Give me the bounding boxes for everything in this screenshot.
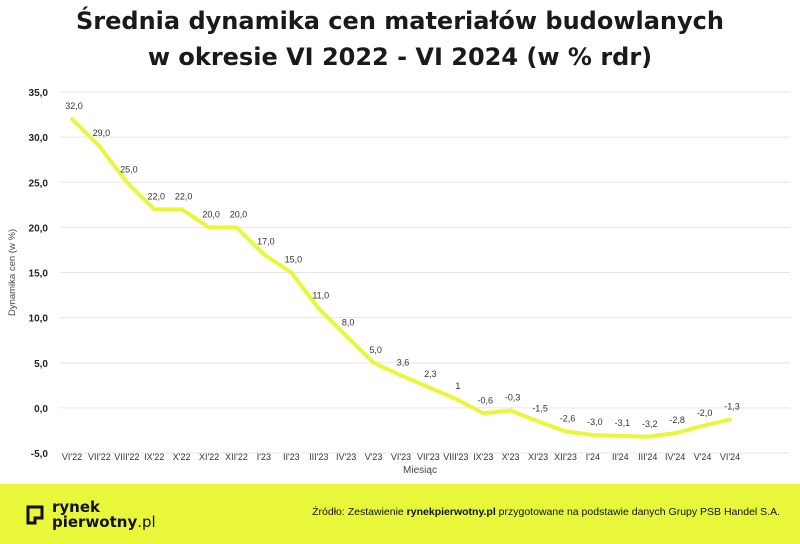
data-label: 2,3 (424, 369, 437, 379)
y-tick-label: 20,0 (29, 223, 49, 234)
source-suffix: przygotowane na podstawie danych Grupy P… (495, 506, 780, 518)
data-label: 25,0 (120, 164, 138, 174)
chart-title-line-1: Średnia dynamika cen materiałów budowlan… (76, 7, 724, 35)
y-tick-label: 0,0 (34, 404, 48, 415)
x-tick-label: XI'23 (528, 452, 548, 462)
x-tick-label: VII'23 (417, 452, 440, 462)
data-label: 1 (455, 381, 460, 391)
source-prefix: Źródło: Zestawienie (312, 506, 407, 518)
data-label: 20,0 (202, 209, 220, 219)
x-tick-label: XI'22 (199, 452, 219, 462)
x-tick-label: XII'23 (554, 452, 577, 462)
source-link-text: rynekpierwotny.pl (406, 506, 496, 518)
x-tick-label: V'23 (365, 452, 383, 462)
x-tick-label: IX'22 (144, 452, 164, 462)
data-label: -3,0 (587, 417, 603, 427)
data-label: 11,0 (312, 291, 329, 301)
y-axis-title: Dynamika cen (w %) (7, 229, 18, 316)
data-label: -0,3 (505, 393, 521, 403)
x-tick-label: X'22 (173, 452, 191, 462)
data-label: -1,3 (724, 402, 740, 412)
x-tick-label: III'23 (309, 452, 328, 462)
y-tick-label: 35,0 (29, 88, 49, 99)
y-tick-label: 30,0 (29, 133, 49, 144)
x-tick-label: X'23 (502, 452, 520, 462)
x-tick-label: VI'22 (62, 452, 82, 462)
data-label: -2,6 (560, 413, 576, 423)
x-tick-label: IV'23 (336, 452, 356, 462)
y-tick-label: 5,0 (34, 359, 48, 370)
x-tick-label: II'23 (283, 452, 300, 462)
y-tick-label: 10,0 (29, 314, 49, 325)
x-axis-title: Miesiąc (403, 465, 437, 476)
chart-title-line-2: w okresie VI 2022 - VI 2024 (w % rdr) (147, 43, 653, 71)
data-label: -3,1 (615, 418, 631, 428)
x-tick-label: IV'24 (665, 452, 685, 462)
logo-bracket-icon (26, 505, 44, 525)
x-tick-label: VII'22 (88, 452, 111, 462)
data-label: 8,0 (342, 318, 355, 328)
footer-bar: rynek pierwotny.pl Źródło: Zestawienie r… (0, 484, 800, 544)
data-label: -3,2 (642, 419, 658, 429)
data-label: 3,6 (397, 357, 410, 367)
logo-text-line-2-bold: pierwotny (52, 513, 138, 531)
logo-text-line-1: rynek (52, 498, 101, 516)
data-label: -0,6 (477, 395, 493, 405)
x-tick-label: XII'22 (225, 452, 248, 462)
x-tick-label: III'24 (638, 452, 657, 462)
data-label: -2,0 (697, 408, 713, 418)
x-tick-label: VIII'22 (114, 452, 139, 462)
y-tick-label: 25,0 (29, 178, 49, 189)
data-label: -1,5 (532, 403, 548, 413)
logo-text-line-2-suffix: .pl (137, 513, 156, 531)
data-label: 32,0 (65, 101, 83, 111)
x-tick-label: VI'24 (720, 452, 740, 462)
data-label: 22,0 (175, 191, 193, 201)
data-label: 29,0 (93, 128, 111, 138)
x-tick-label: I'24 (586, 452, 600, 462)
brand-logo: rynek pierwotny.pl (26, 498, 156, 532)
x-tick-label: IX'23 (473, 452, 493, 462)
x-tick-label: VI'23 (391, 452, 411, 462)
series-line (70, 117, 732, 439)
x-tick-label: VIII'23 (443, 452, 468, 462)
data-label: 20,0 (230, 209, 248, 219)
y-tick-label: 15,0 (29, 269, 49, 280)
y-tick-label: -5,0 (31, 449, 49, 460)
data-label: 17,0 (257, 236, 275, 246)
data-label: 15,0 (285, 255, 303, 265)
data-label: -2,8 (669, 415, 685, 425)
data-label: 22,0 (147, 191, 165, 201)
line-chart: -5,00,05,010,015,020,025,030,035,0VI'22 V… (7, 88, 790, 476)
x-tick-label: I'23 (257, 452, 271, 462)
x-tick-label: V'24 (694, 452, 712, 462)
source-note: Źródło: Zestawienie rynekpierwotny.pl pr… (312, 506, 780, 518)
data-label: 5,0 (369, 345, 382, 355)
x-tick-label: II'24 (612, 452, 629, 462)
